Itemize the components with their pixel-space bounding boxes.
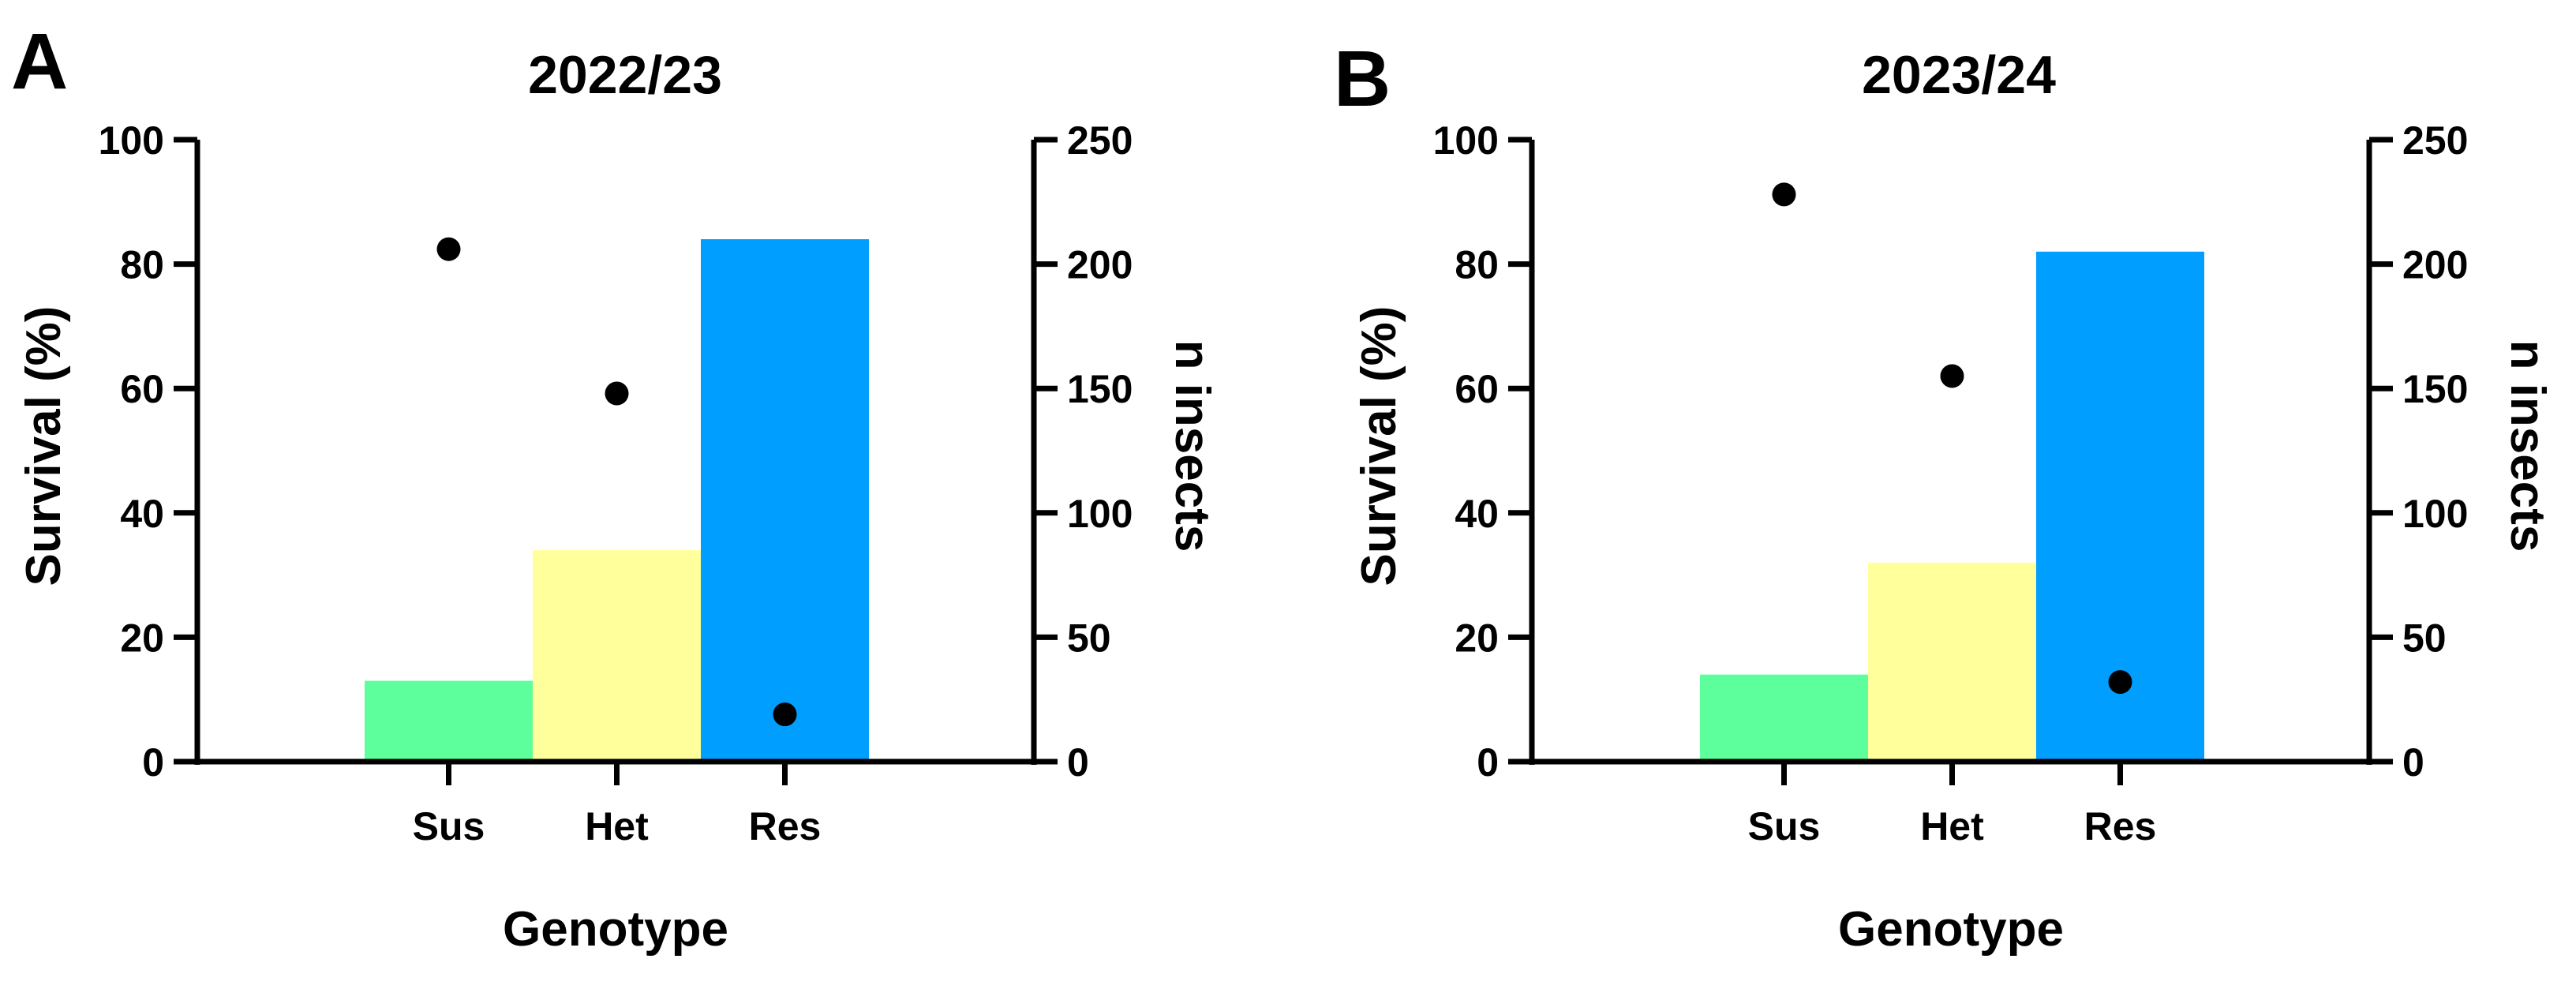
bar-het bbox=[533, 550, 701, 762]
chart-panel-b: B 2023/24 0 20 40 60 80 100 0 50 100 150 200 250 S… bbox=[1334, 35, 2555, 957]
y2-axis-ticks: 0 50 100 150 200 250 bbox=[2369, 118, 2468, 785]
x-tick-label: Het bbox=[585, 804, 649, 848]
y2-tick-label: 250 bbox=[1067, 118, 1133, 163]
y-axis-label: Survival (%) bbox=[1352, 306, 1406, 586]
y-tick-label: 0 bbox=[1477, 740, 1499, 785]
x-axis-label: Genotype bbox=[503, 902, 728, 957]
y-tick-label: 40 bbox=[1455, 492, 1499, 536]
bars-layer bbox=[365, 239, 869, 762]
y-tick-label: 60 bbox=[1455, 367, 1499, 411]
bar-sus bbox=[1700, 674, 1868, 762]
x-axis-categories: Sus Het Res bbox=[413, 762, 822, 848]
chart-panel-a: A 2022/23 0 20 40 60 80 100 0 50 100 150 200 250 S… bbox=[11, 17, 1219, 957]
point-res bbox=[773, 702, 797, 727]
point-res bbox=[2108, 670, 2132, 695]
y2-tick-label: 100 bbox=[2402, 492, 2468, 536]
x-axis-categories: Sus Het Res bbox=[1748, 762, 2157, 848]
panel-letter: B bbox=[1334, 35, 1391, 123]
y-tick-label: 60 bbox=[120, 367, 164, 411]
bar-res bbox=[701, 239, 869, 762]
y2-axis-ticks: 0 50 100 150 200 250 bbox=[1034, 118, 1133, 785]
panel-letter: A bbox=[11, 17, 68, 106]
y-axis-label: Survival (%) bbox=[17, 306, 71, 586]
point-sus bbox=[436, 237, 461, 261]
x-tick-label: Sus bbox=[413, 804, 485, 848]
x-tick-label: Sus bbox=[1748, 804, 1821, 848]
y2-tick-label: 200 bbox=[2402, 243, 2468, 287]
y2-axis-label: n insects bbox=[2500, 340, 2555, 552]
y2-tick-label: 0 bbox=[2402, 740, 2424, 785]
y-tick-label: 80 bbox=[1455, 243, 1499, 287]
chart-title: 2023/24 bbox=[1862, 45, 2056, 105]
y2-tick-label: 150 bbox=[2402, 367, 2468, 411]
y2-tick-label: 50 bbox=[2402, 616, 2447, 660]
chart-title: 2022/23 bbox=[528, 45, 722, 105]
y2-tick-label: 200 bbox=[1067, 243, 1133, 287]
x-tick-label: Res bbox=[749, 804, 822, 848]
y-tick-label: 100 bbox=[1433, 118, 1499, 163]
y-tick-label: 40 bbox=[120, 492, 164, 536]
bar-sus bbox=[365, 680, 533, 762]
point-sus bbox=[1772, 182, 1796, 207]
dots-layer bbox=[1772, 182, 2132, 695]
x-tick-label: Res bbox=[2084, 804, 2157, 848]
y-tick-label: 20 bbox=[1455, 616, 1499, 660]
bar-het bbox=[1868, 562, 2036, 762]
y-tick-label: 0 bbox=[142, 740, 164, 785]
y-tick-label: 20 bbox=[120, 616, 164, 660]
point-het bbox=[605, 381, 629, 406]
y-tick-label: 80 bbox=[120, 243, 164, 287]
y2-tick-label: 250 bbox=[2402, 118, 2468, 163]
y2-tick-label: 50 bbox=[1067, 616, 1111, 660]
y-tick-label: 100 bbox=[99, 118, 164, 163]
y-axis-ticks: 0 20 40 60 80 100 bbox=[99, 118, 197, 785]
y2-axis-label: n insects bbox=[1165, 340, 1219, 552]
x-tick-label: Het bbox=[1920, 804, 1984, 848]
x-axis-label: Genotype bbox=[1838, 902, 2064, 957]
dots-layer bbox=[436, 237, 797, 727]
y2-tick-label: 100 bbox=[1067, 492, 1133, 536]
y2-tick-label: 150 bbox=[1067, 367, 1133, 411]
y-axis-ticks: 0 20 40 60 80 100 bbox=[1433, 118, 1532, 785]
y2-tick-label: 0 bbox=[1067, 740, 1089, 785]
point-het bbox=[1940, 364, 1964, 388]
